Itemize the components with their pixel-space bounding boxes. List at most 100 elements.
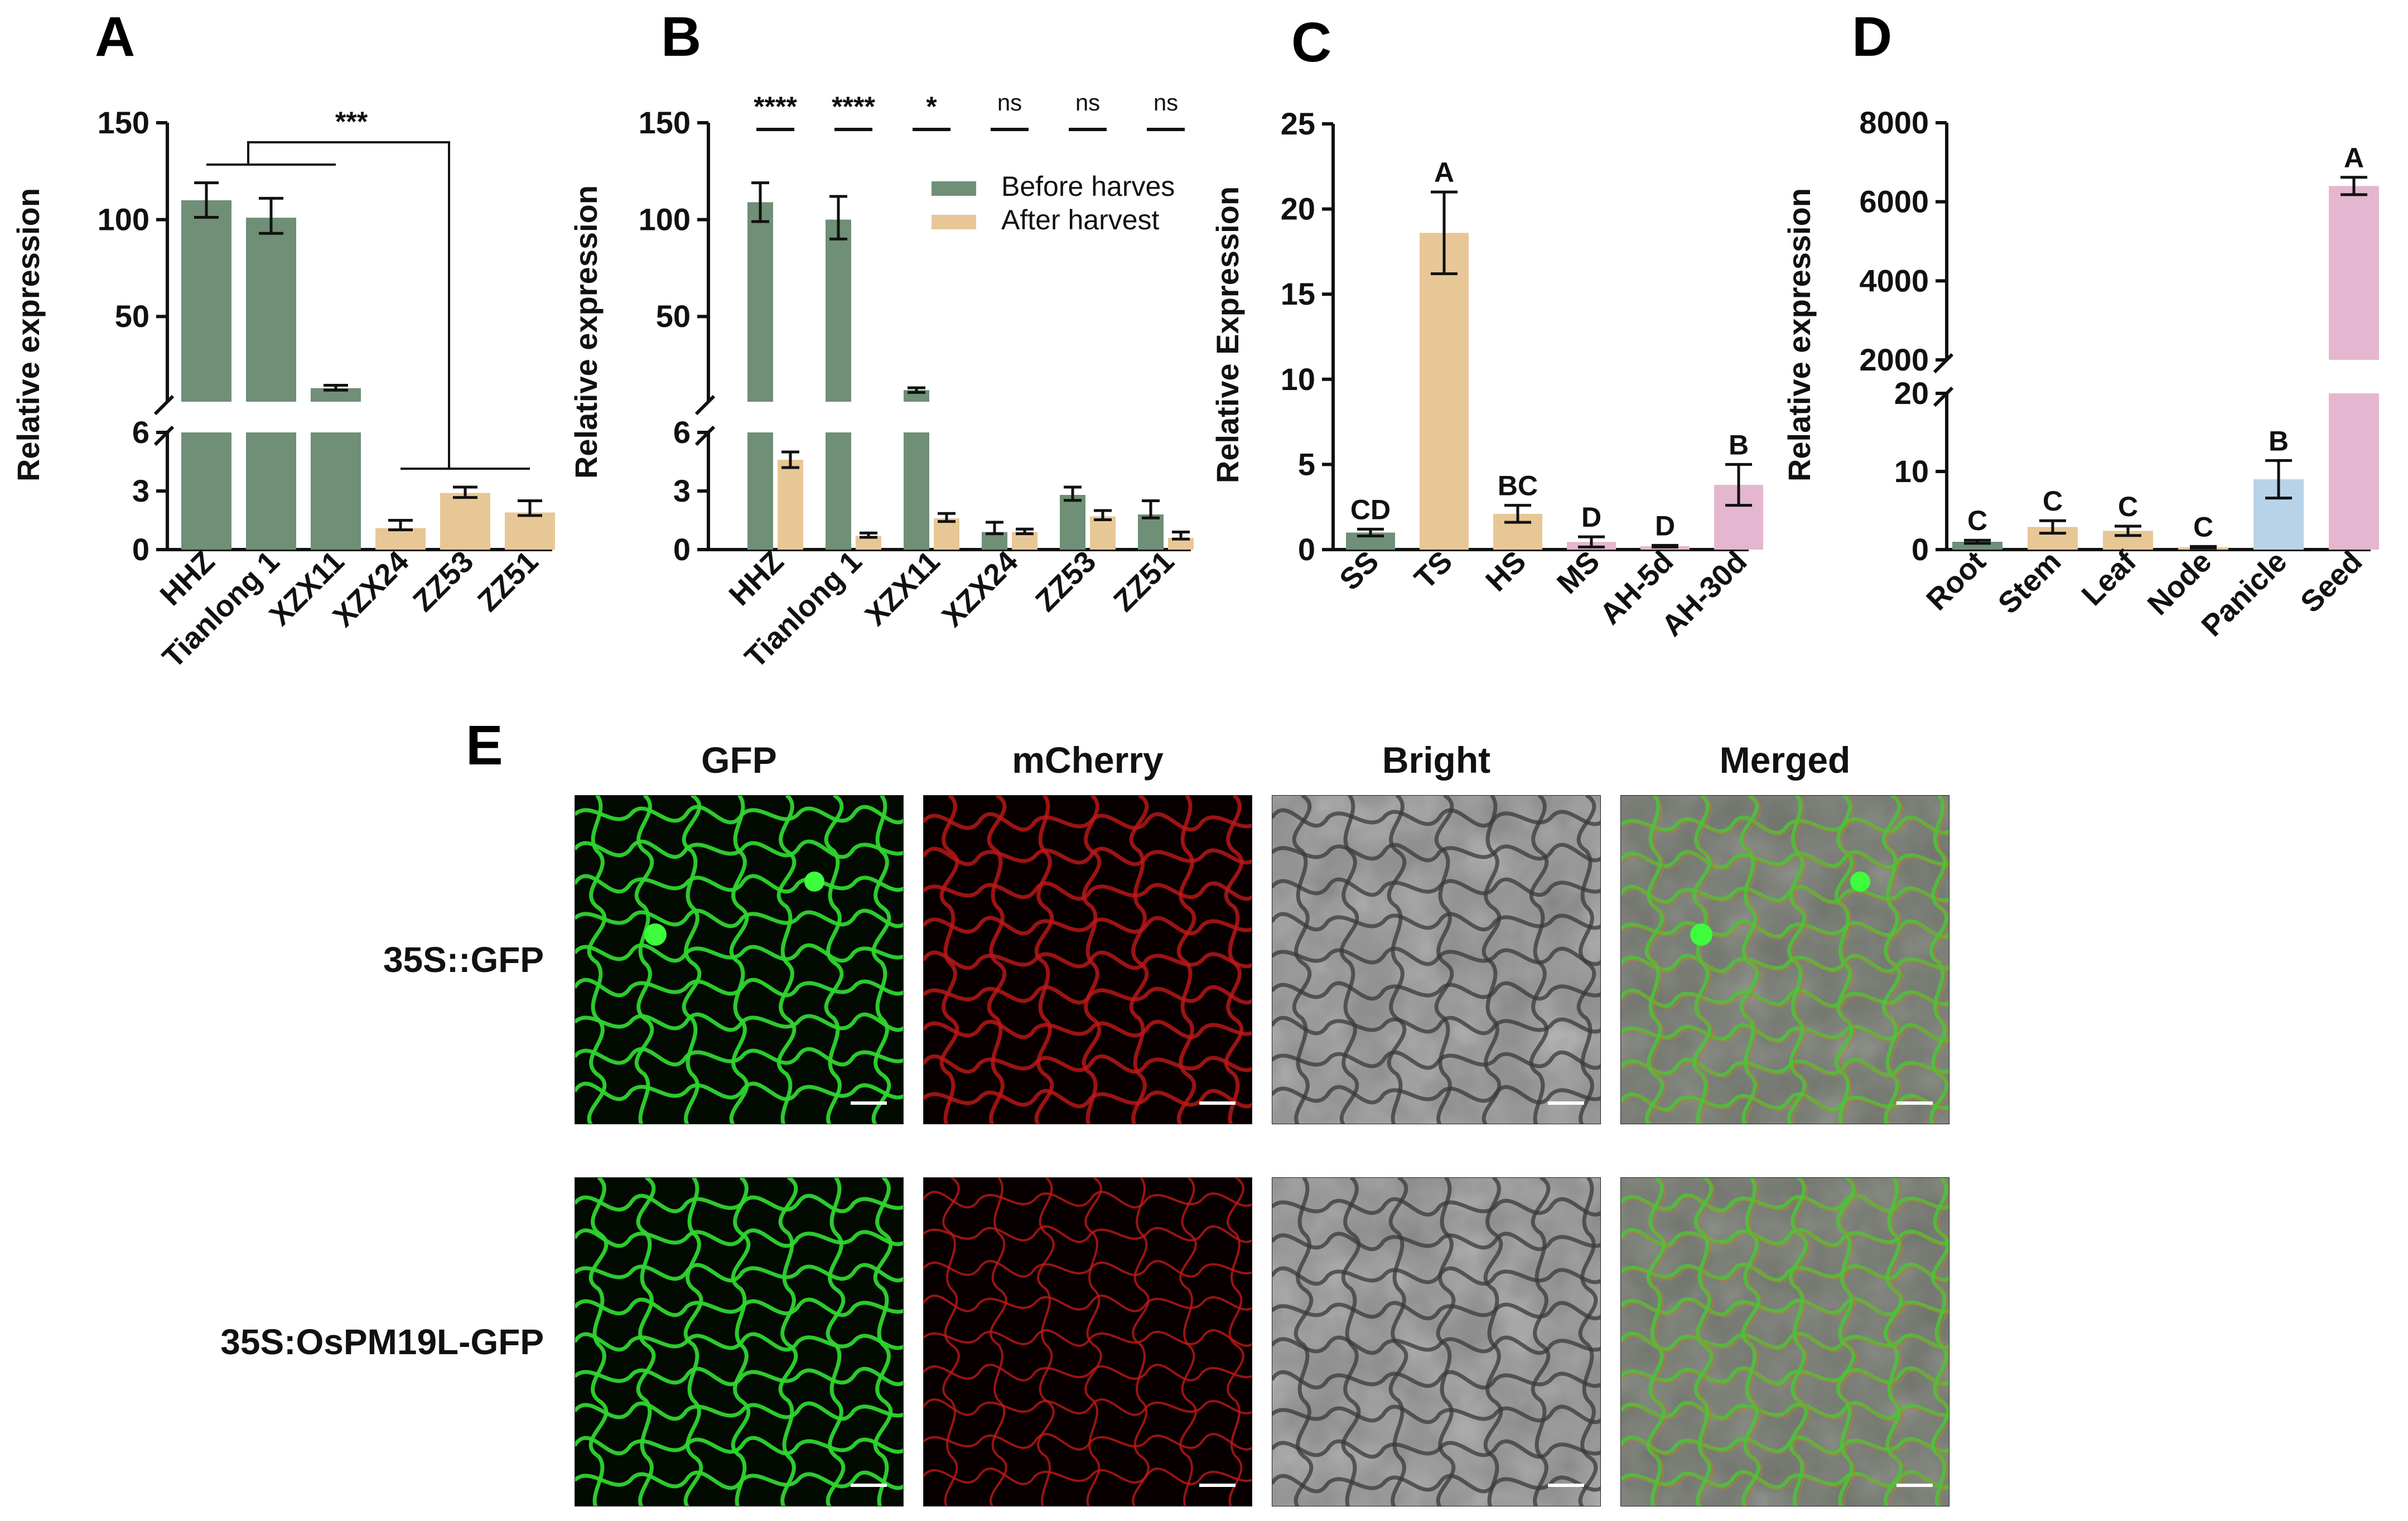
significance-letter: C bbox=[2193, 511, 2213, 542]
y-tick-label: 150 bbox=[98, 105, 149, 140]
axis-break-mark bbox=[153, 425, 175, 446]
bar bbox=[747, 432, 773, 550]
cell-wall bbox=[1037, 1177, 1055, 1506]
cell-wall-overlay bbox=[1744, 796, 1762, 1124]
row-header: 35S:OsPM19L-GFP bbox=[220, 1322, 544, 1362]
bar bbox=[904, 432, 929, 550]
cell-wall bbox=[575, 943, 904, 963]
column-header: GFP bbox=[701, 739, 777, 781]
cell-wall bbox=[1227, 1177, 1244, 1506]
axis-break-mark bbox=[1933, 386, 1954, 407]
cell-wall bbox=[683, 1177, 703, 1506]
cell-wall-overlay bbox=[1651, 1178, 1668, 1506]
bar bbox=[311, 432, 361, 550]
legend-swatch bbox=[932, 181, 976, 196]
significance-label: *** bbox=[335, 106, 368, 137]
cell-wall-overlay bbox=[1623, 1196, 1949, 1214]
cell-wall bbox=[575, 839, 904, 859]
cell-wall bbox=[1620, 1193, 1949, 1213]
cell-wall-overlay bbox=[1623, 991, 1949, 1009]
cell-wall bbox=[923, 916, 1252, 936]
y-axis-label: Relative expression bbox=[11, 188, 46, 482]
cell-wall bbox=[923, 1364, 1252, 1382]
panel-letter-d: D bbox=[1852, 6, 1892, 68]
bar bbox=[375, 528, 426, 550]
row-header: 35S::GFP bbox=[383, 940, 544, 980]
cell-wall bbox=[588, 1177, 609, 1506]
significance-label: **** bbox=[832, 91, 875, 122]
y-tick-label: 15 bbox=[1281, 276, 1315, 311]
y-tick-label: 4000 bbox=[1859, 263, 1929, 298]
y-tick-label: 2000 bbox=[1859, 342, 1929, 377]
category-label: TS bbox=[1408, 545, 1459, 595]
cell-wall bbox=[923, 1054, 1252, 1074]
category-label: Seed bbox=[2294, 545, 2369, 619]
cell-wall bbox=[1620, 815, 1949, 835]
cell-wall bbox=[575, 874, 904, 894]
cell-wall bbox=[1620, 954, 1949, 974]
bar-upper bbox=[181, 200, 231, 402]
cell-wall bbox=[776, 795, 797, 1124]
cell-wall bbox=[1272, 1085, 1601, 1105]
category-label: SS bbox=[1333, 545, 1385, 596]
cell-wall bbox=[1620, 988, 1949, 1008]
cell-wall bbox=[1620, 1366, 1949, 1386]
category-label: HS bbox=[1479, 545, 1532, 598]
cell-wall bbox=[1272, 981, 1601, 1001]
cell-wall bbox=[778, 1177, 798, 1506]
cell-wall bbox=[1272, 1335, 1601, 1355]
column-header: Merged bbox=[1720, 739, 1851, 781]
bar bbox=[1060, 495, 1085, 550]
cell-wall bbox=[1483, 1177, 1503, 1506]
bar-upper bbox=[747, 202, 773, 402]
cell-wall-overlay bbox=[1623, 957, 1949, 975]
cell-wall bbox=[923, 1191, 1252, 1209]
category-label: XZX24 bbox=[935, 545, 1024, 633]
panel-letter-b: B bbox=[661, 6, 701, 68]
panel-letter-c: C bbox=[1291, 11, 1331, 74]
category-label: ZZ53 bbox=[1029, 545, 1103, 618]
bar bbox=[826, 432, 851, 550]
bar bbox=[1168, 538, 1194, 550]
y-axis-label: Relative Expression bbox=[1210, 186, 1245, 483]
significance-label: * bbox=[926, 91, 937, 122]
nucleus bbox=[644, 923, 667, 946]
bar bbox=[778, 460, 803, 550]
cell-wall bbox=[1529, 795, 1549, 1124]
cell-wall-overlay bbox=[1623, 1473, 1949, 1491]
y-tick-label: 3 bbox=[132, 473, 149, 508]
cell-wall bbox=[923, 1467, 1252, 1485]
microscopy-image bbox=[923, 1177, 1252, 1506]
image-texture bbox=[1272, 1177, 1601, 1506]
cell-wall bbox=[1132, 1177, 1150, 1506]
cell-wall-overlay bbox=[1623, 1335, 1949, 1352]
bar-upper bbox=[2329, 186, 2379, 360]
cell-wall bbox=[1436, 1177, 1456, 1506]
cell-wall bbox=[1620, 1057, 1949, 1077]
bar bbox=[1138, 514, 1164, 550]
category-label: Panicle bbox=[2195, 545, 2293, 643]
cell-wall bbox=[1578, 1177, 1598, 1506]
cell-wall bbox=[1620, 1331, 1949, 1351]
cell-wall bbox=[871, 795, 891, 1124]
y-tick-label: 50 bbox=[656, 299, 691, 334]
panel-letter-e: E bbox=[466, 714, 503, 777]
cell-wall bbox=[1292, 795, 1312, 1124]
cell-wall bbox=[575, 1228, 904, 1248]
y-tick-label: 8000 bbox=[1859, 105, 1929, 140]
legend-swatch bbox=[932, 215, 976, 229]
significance-letter: D bbox=[1581, 502, 1601, 533]
cell-wall bbox=[1531, 1177, 1551, 1506]
y-tick-label: 0 bbox=[132, 532, 149, 567]
cell-wall bbox=[1272, 843, 1601, 863]
cell-wall bbox=[1176, 795, 1196, 1124]
significance-letter: C bbox=[1967, 505, 1987, 536]
axis-break-mark bbox=[1933, 353, 1954, 374]
y-tick-label: 10 bbox=[1894, 454, 1929, 489]
column-header: mCherry bbox=[1012, 739, 1164, 781]
cell-wall bbox=[1179, 1177, 1197, 1506]
